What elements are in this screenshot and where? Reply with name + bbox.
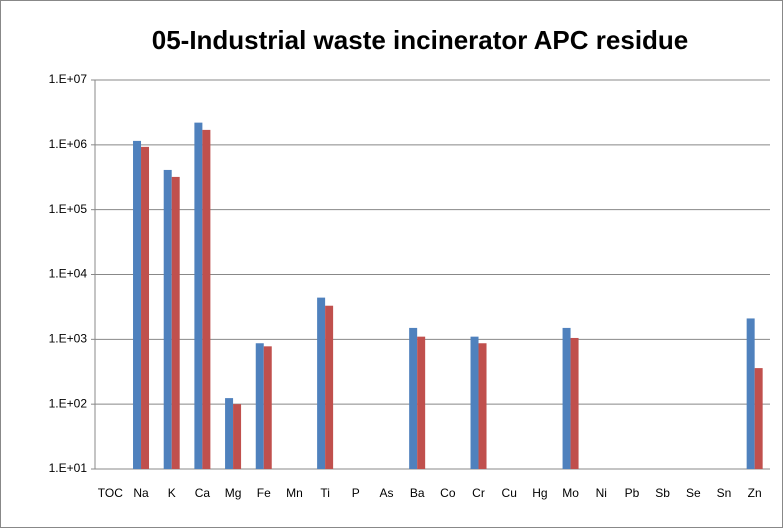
bar — [194, 122, 203, 469]
x-tick-label: K — [168, 486, 176, 500]
bar — [233, 404, 242, 469]
x-tick-label: Cu — [502, 486, 517, 500]
x-tick-label: Cr — [472, 486, 485, 500]
bar — [470, 336, 479, 469]
x-tick-label: TOC — [98, 486, 123, 500]
y-tick-label: 1.E+05 — [49, 202, 88, 216]
x-tick-label: Mg — [225, 486, 242, 500]
bar — [202, 129, 211, 469]
bar — [478, 343, 487, 469]
bar — [263, 346, 272, 469]
y-tick-label: 1.E+03 — [49, 332, 88, 346]
x-tick-label: P — [352, 486, 360, 500]
x-tick-label: Ni — [596, 486, 607, 500]
x-tick-label: Mo — [562, 486, 579, 500]
x-tick-label: Se — [686, 486, 701, 500]
x-tick-label: Mn — [286, 486, 303, 500]
x-tick-label: Sb — [655, 486, 670, 500]
y-tick-label: 1.E+07 — [49, 72, 88, 86]
y-tick-label: 1.E+06 — [49, 137, 88, 151]
bar — [409, 327, 418, 469]
x-tick-label: Co — [440, 486, 456, 500]
x-tick-label: Na — [133, 486, 149, 500]
x-tick-label: Hg — [532, 486, 547, 500]
x-tick-label: Zn — [748, 486, 762, 500]
bar — [317, 297, 326, 469]
x-tick-label: Fe — [257, 486, 271, 500]
x-tick-label: Sn — [717, 486, 732, 500]
bar — [746, 318, 755, 469]
y-tick-label: 1.E+01 — [49, 461, 88, 475]
bar — [570, 337, 579, 469]
bar — [754, 368, 763, 469]
bar — [171, 176, 180, 469]
bar — [562, 327, 571, 469]
bar — [255, 343, 264, 469]
x-tick-label: Ca — [195, 486, 211, 500]
x-tick-label: As — [379, 486, 393, 500]
bar — [141, 146, 150, 469]
bar — [225, 398, 234, 469]
chart-title: 05-Industrial waste incinerator APC resi… — [152, 25, 689, 55]
bar — [133, 140, 142, 470]
y-tick-label: 1.E+02 — [49, 396, 88, 410]
x-tick-label: Ti — [320, 486, 330, 500]
bar — [325, 305, 334, 469]
x-tick-label: Ba — [410, 486, 425, 500]
bar — [163, 169, 172, 469]
bar — [417, 336, 426, 469]
x-tick-label: Pb — [625, 486, 640, 500]
y-tick-label: 1.E+04 — [49, 267, 88, 281]
